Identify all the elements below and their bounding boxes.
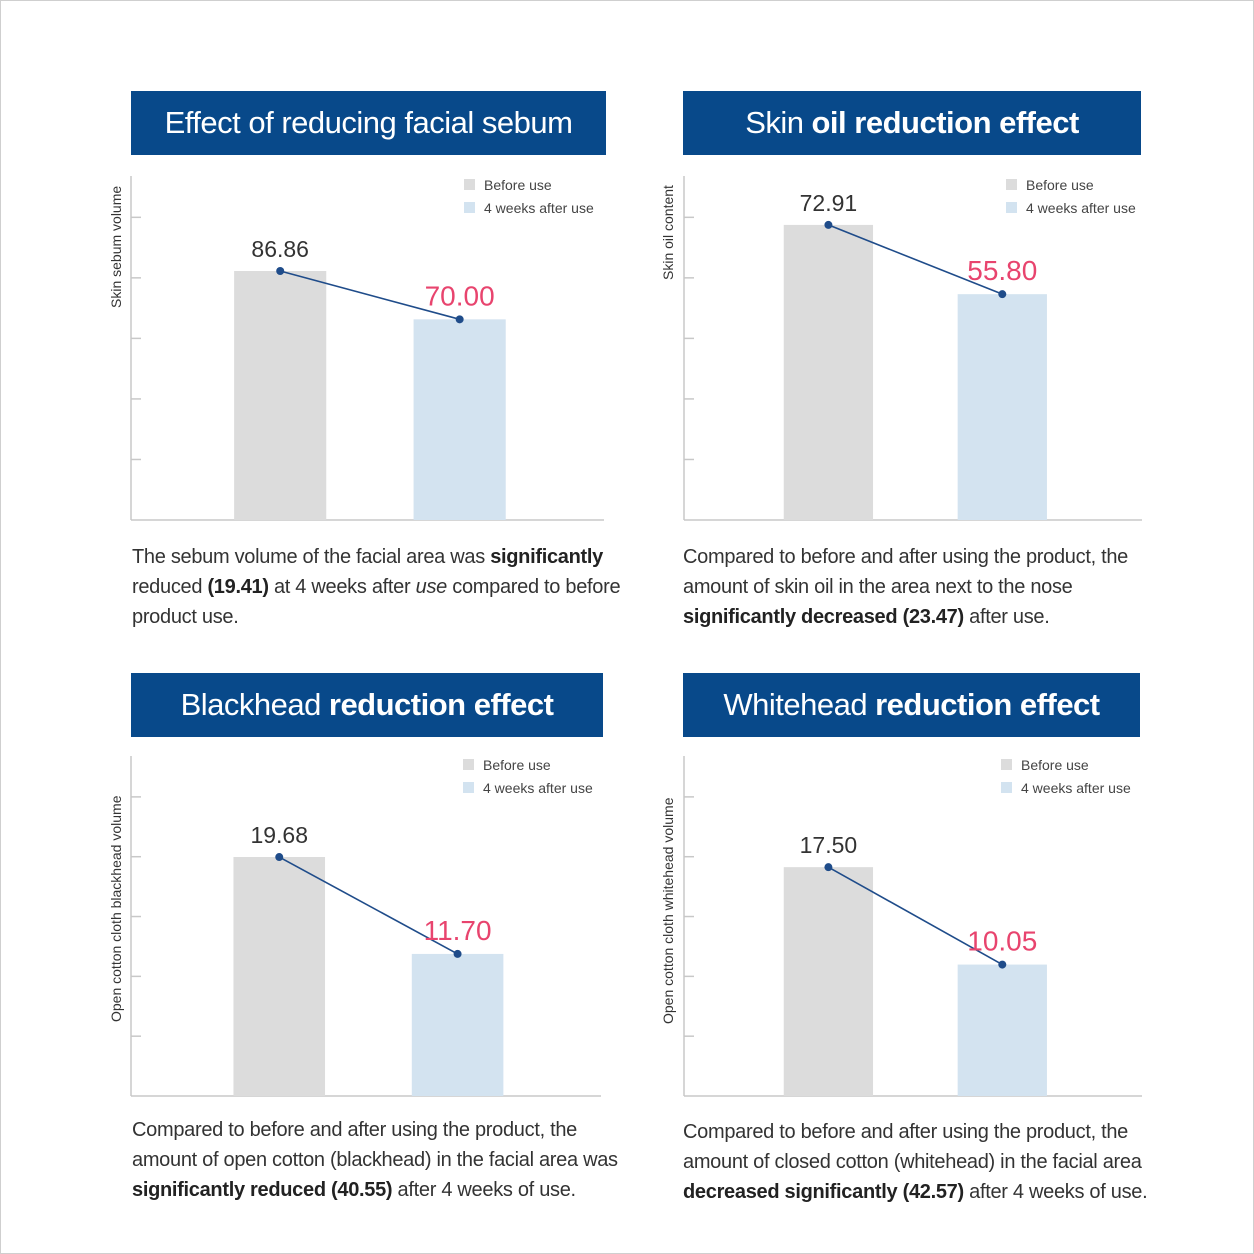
chart-title-light: Effect of reducing facial sebum	[164, 105, 573, 140]
y-axis-label: Open cotton cloth blackhead volume	[108, 795, 124, 1022]
chart-title: Effect of reducing facial sebum	[131, 91, 606, 155]
trend-line	[278, 856, 458, 955]
caption-bold: (23.47)	[902, 606, 965, 628]
bar-before	[783, 224, 874, 520]
caption-bold: (40.55)	[331, 1179, 393, 1201]
caption-bold: (19.41)	[207, 576, 269, 598]
y-axis-label: Skin oil content	[660, 185, 676, 280]
bar-before	[233, 857, 326, 1096]
caption-bold: significantly	[490, 546, 603, 568]
bar-after	[413, 319, 506, 520]
trend-point-before	[275, 853, 284, 862]
legend-label-before: Before use	[483, 756, 551, 773]
bar-chart-oil: 72.91 55.80	[683, 176, 1142, 521]
legend-label-before: Before use	[484, 176, 552, 193]
caption-text: The sebum volume of the facial area was	[132, 546, 491, 568]
chart-title-light: Whitehead	[723, 687, 868, 722]
caption-text: after 4 weeks of use.	[392, 1179, 577, 1201]
y-axis-label: Open cotton cloth whitehead volume	[660, 797, 676, 1024]
legend-swatch-after	[1006, 202, 1017, 213]
legend-label-before: Before use	[1026, 176, 1094, 193]
legend-item-after: 4 weeks after use	[464, 196, 594, 219]
legend-label-after: 4 weeks after use	[1021, 779, 1131, 796]
caption-text: after use.	[963, 606, 1050, 628]
legend-swatch-before	[1001, 759, 1012, 770]
trend-line	[279, 270, 460, 321]
legend: Before use 4 weeks after use	[463, 753, 593, 799]
trend-point-after	[453, 949, 462, 958]
caption-text: compared to before product use.	[132, 576, 621, 628]
y-axis-label: Skin sebum volume	[108, 185, 124, 308]
legend-swatch-before	[1006, 179, 1017, 190]
chart-caption: Compared to before and after using the p…	[132, 1115, 637, 1205]
legend-item-before: Before use	[464, 173, 594, 196]
value-label-before: 17.50	[800, 832, 858, 858]
legend-swatch-after	[1001, 782, 1012, 793]
legend-label-before: Before use	[1021, 756, 1089, 773]
caption-bold: (42.57)	[902, 1181, 965, 1203]
bar-chart-sebum: 86.86 70.00	[130, 176, 604, 521]
trend-point-before	[824, 220, 833, 229]
caption-text: Compared to before and after using the p…	[683, 1121, 1142, 1173]
legend: Before use 4 weeks after use	[464, 173, 594, 219]
bar-before	[234, 271, 327, 520]
legend-item-before: Before use	[1001, 753, 1131, 776]
legend-item-before: Before use	[1006, 173, 1136, 196]
chart-title: Blackhead reduction effect	[131, 673, 603, 737]
legend-item-before: Before use	[463, 753, 593, 776]
bar-after	[957, 964, 1047, 1096]
legend-label-after: 4 weeks after use	[1026, 199, 1136, 216]
trend-point-before	[276, 267, 285, 276]
legend-item-after: 4 weeks after use	[463, 776, 593, 799]
chart-title-light: Skin	[745, 105, 804, 140]
legend-swatch-before	[464, 179, 475, 190]
trend-point-after	[455, 315, 464, 324]
chart-caption: Compared to before and after using the p…	[683, 1117, 1163, 1207]
caption-bold: significantly reduced	[132, 1179, 326, 1201]
chart-title-bold: oil reduction effect	[811, 105, 1080, 140]
caption-italic: use	[415, 576, 448, 598]
value-label-before: 86.86	[251, 236, 309, 262]
legend-item-after: 4 weeks after use	[1006, 196, 1136, 219]
bar-chart-whitehead: 17.50 10.05	[683, 756, 1142, 1097]
trend-line	[828, 866, 1003, 966]
trend-point-after	[998, 960, 1007, 969]
bar-after	[957, 294, 1047, 520]
legend-label-after: 4 weeks after use	[484, 199, 594, 216]
caption-text: Compared to before and after using the p…	[683, 546, 1128, 598]
bar-before	[783, 867, 874, 1096]
legend-item-after: 4 weeks after use	[1001, 776, 1131, 799]
bar-chart-blackhead: 19.68 11.70	[130, 756, 601, 1097]
caption-text: at 4 weeks after	[268, 576, 416, 598]
value-label-after: 10.05	[967, 926, 1037, 957]
legend-swatch-before	[463, 759, 474, 770]
legend: Before use 4 weeks after use	[1006, 173, 1136, 219]
chart-title-bold: reduction effect	[328, 687, 554, 722]
chart-title-bold: reduction effect	[875, 687, 1100, 722]
bar-after	[411, 953, 504, 1096]
value-label-before: 72.91	[800, 190, 858, 216]
chart-title: Whitehead reduction effect	[683, 673, 1140, 737]
trend-line	[828, 224, 1003, 295]
caption-text: after 4 weeks of use.	[963, 1181, 1148, 1203]
chart-caption: The sebum volume of the facial area was …	[132, 542, 657, 632]
caption-bold: decreased significantly	[683, 1181, 898, 1203]
trend-point-after	[998, 290, 1007, 299]
chart-title: Skin oil reduction effect	[683, 91, 1141, 155]
value-label-after: 55.80	[967, 255, 1037, 286]
value-label-before: 19.68	[250, 822, 308, 848]
legend: Before use 4 weeks after use	[1001, 753, 1131, 799]
legend-swatch-after	[464, 202, 475, 213]
value-label-after: 70.00	[425, 280, 495, 311]
caption-bold: significantly decreased	[683, 606, 898, 628]
caption-text: reduced	[132, 576, 208, 598]
legend-label-after: 4 weeks after use	[483, 779, 593, 796]
chart-caption: Compared to before and after using the p…	[683, 542, 1178, 632]
chart-title-light: Blackhead	[180, 687, 322, 722]
trend-point-before	[824, 863, 833, 872]
caption-text: Compared to before and after using the p…	[132, 1119, 618, 1171]
legend-swatch-after	[463, 782, 474, 793]
value-label-after: 11.70	[424, 915, 492, 946]
